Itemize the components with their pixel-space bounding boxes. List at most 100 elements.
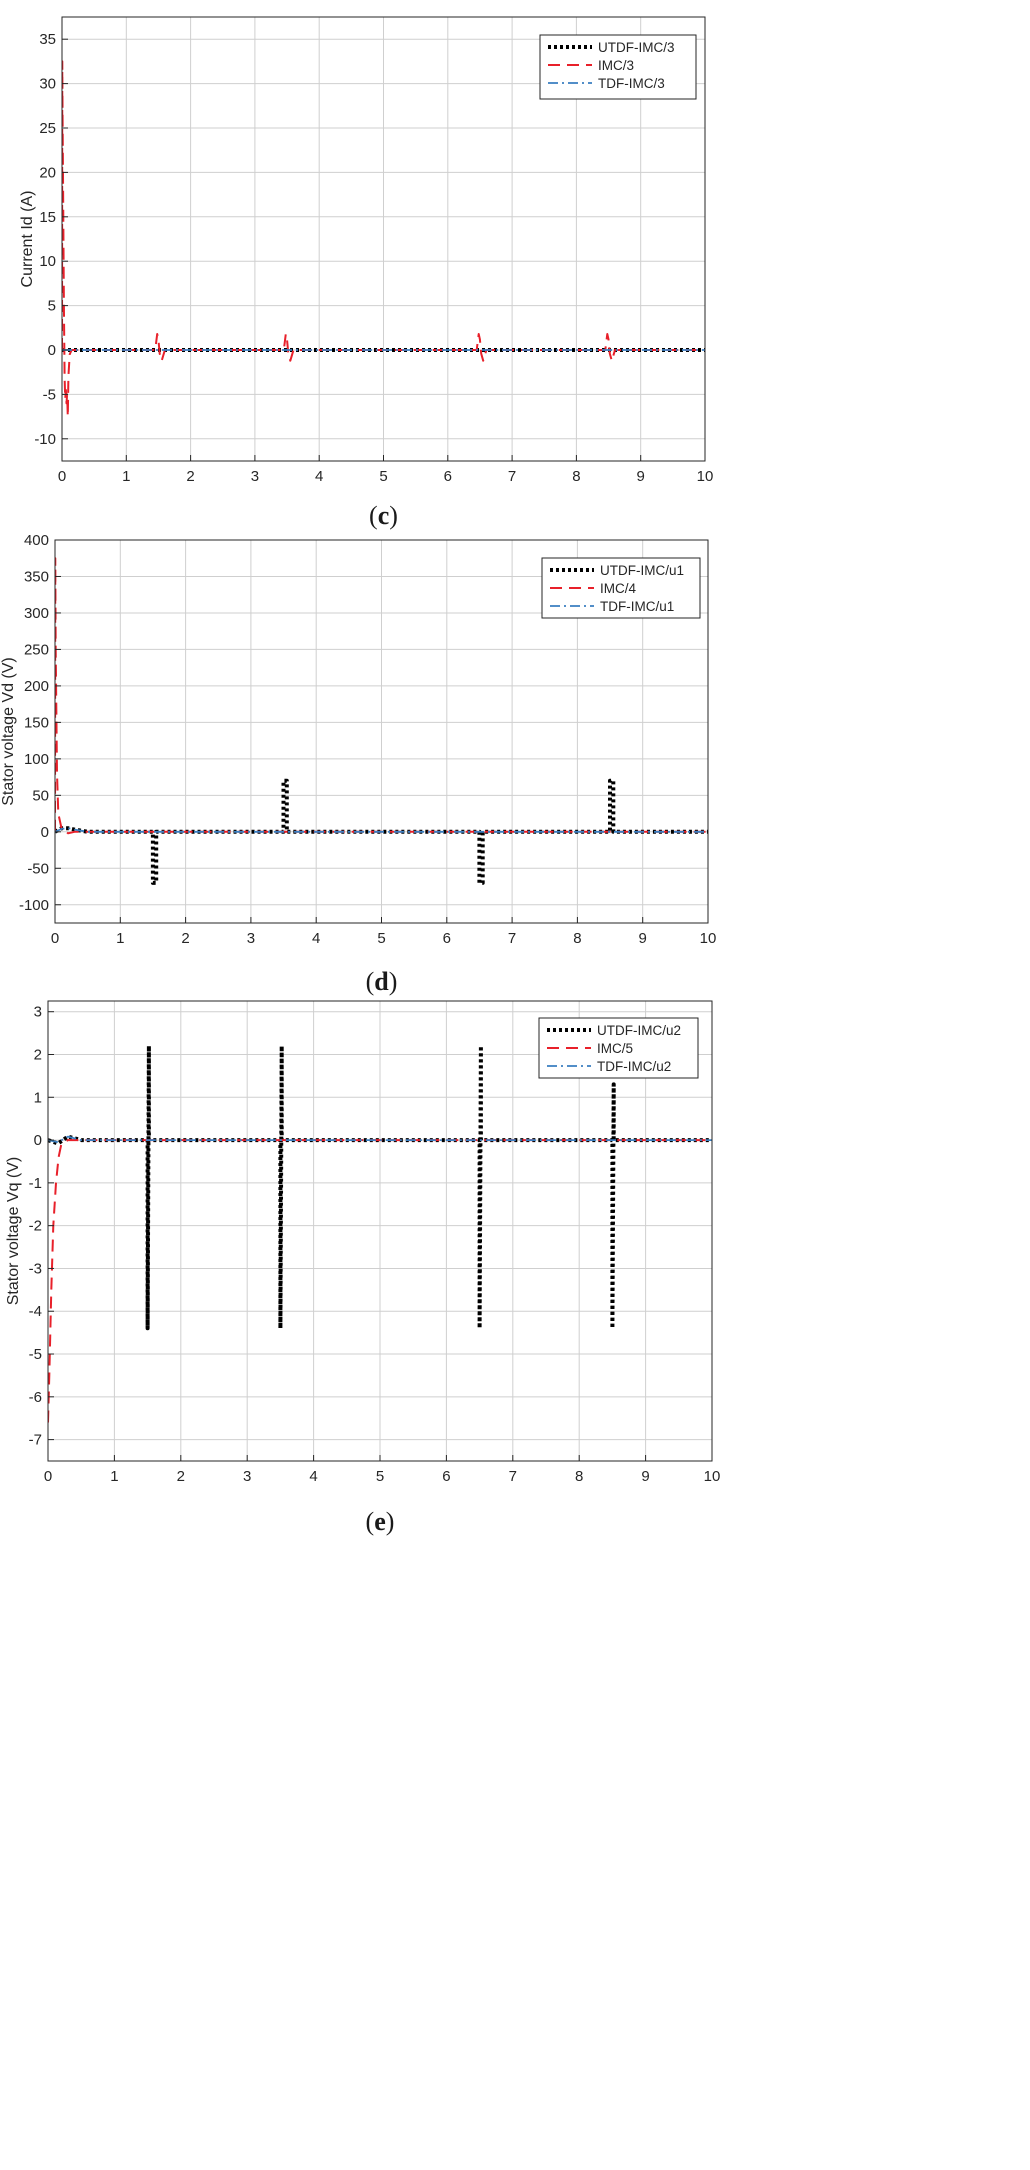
y-tick-label: -100 xyxy=(19,897,49,914)
y-tick-label: 35 xyxy=(39,31,56,48)
x-tick-label: 3 xyxy=(247,930,255,947)
x-tick-label: 4 xyxy=(315,468,323,485)
y-tick-label: 150 xyxy=(24,714,49,731)
y-tick-label: -50 xyxy=(27,860,49,877)
chart-panel-c: 0 1 2 3 4 5 6 7 8 9 10 35 30 25 20 15 10 5 0 -5 -10 Current I… xyxy=(19,16,714,530)
series-group xyxy=(62,60,705,418)
y-tick-label: 0 xyxy=(48,342,56,359)
x-tick-label: 0 xyxy=(58,468,66,485)
y-tick-label: 0 xyxy=(41,824,49,841)
panel-caption: (c) xyxy=(369,501,398,530)
caption-paren-close: ) xyxy=(389,967,398,996)
x-tick-label: 10 xyxy=(697,468,714,485)
series-line-1 xyxy=(55,778,708,885)
x-tick-label: 7 xyxy=(508,468,516,485)
legend-label: UTDF-IMC/u2 xyxy=(597,1023,681,1038)
x-tick-label: 6 xyxy=(444,468,452,485)
y-tick-label: -1 xyxy=(29,1175,42,1192)
y-axis-label: Current Id (A) xyxy=(19,191,36,288)
y-tick-label: 0 xyxy=(34,1132,42,1149)
x-tick-label: 1 xyxy=(110,1468,118,1485)
y-tick-label: -7 xyxy=(29,1432,42,1449)
x-tick-label: 1 xyxy=(116,930,124,947)
panel-caption: (e) xyxy=(366,1507,395,1536)
x-tick-label: 8 xyxy=(572,468,580,485)
x-tick-label: 2 xyxy=(186,468,194,485)
legend: UTDF-IMC/u1 IMC/4 TDF-IMC/u1 xyxy=(541,557,701,619)
caption-letter: d xyxy=(374,967,389,996)
series-group xyxy=(48,1043,712,1423)
x-tick-label: 7 xyxy=(509,1468,517,1485)
legend-label: TDF-IMC/3 xyxy=(598,76,665,91)
series-line-2 xyxy=(48,1139,712,1423)
x-tick-label: 10 xyxy=(700,930,717,947)
y-tick-label: -3 xyxy=(29,1260,42,1277)
y-tick-label: 100 xyxy=(24,751,49,768)
legend-label: IMC/4 xyxy=(600,581,636,596)
panel-caption: (d) xyxy=(366,967,398,996)
x-tick-label: 0 xyxy=(44,1468,52,1485)
x-tick-label: 9 xyxy=(637,468,645,485)
y-tick-label: 20 xyxy=(39,164,56,181)
legend-label: IMC/3 xyxy=(598,58,634,73)
y-tick-label: -5 xyxy=(43,386,56,403)
y-tick-label: -4 xyxy=(29,1303,42,1320)
y-tick-label: 15 xyxy=(39,209,56,226)
y-tick-label: 5 xyxy=(48,298,56,315)
caption-letter: e xyxy=(374,1507,386,1536)
x-tick-label: 5 xyxy=(376,1468,384,1485)
y-tick-label: 3 xyxy=(34,1004,42,1021)
y-tick-label: 300 xyxy=(24,605,49,622)
series-line-3 xyxy=(55,827,708,833)
y-tick-label: -5 xyxy=(29,1346,42,1363)
x-tick-label: 8 xyxy=(575,1468,583,1485)
x-tick-label: 3 xyxy=(251,468,259,485)
y-tick-label: 25 xyxy=(39,120,56,137)
y-tick-label: 1 xyxy=(34,1089,42,1106)
caption-paren-close: ) xyxy=(386,1507,395,1536)
y-tick-label: -2 xyxy=(29,1218,42,1235)
x-tick-label: 6 xyxy=(442,1468,450,1485)
x-tick-label: 5 xyxy=(377,930,385,947)
caption-paren-close: ) xyxy=(389,501,398,530)
y-axis-label: Stator voltage Vd (V) xyxy=(0,657,17,806)
y-axis-label: Stator voltage Vq (V) xyxy=(5,1157,22,1306)
legend: UTDF-IMC/3 IMC/3 TDF-IMC/3 xyxy=(539,34,697,100)
y-tick-label: 400 xyxy=(24,532,49,549)
y-tick-label: 30 xyxy=(39,76,56,93)
y-tick-label: 350 xyxy=(24,568,49,585)
y-tick-label: -10 xyxy=(34,431,56,448)
y-tick-label: 2 xyxy=(34,1046,42,1063)
legend-label: UTDF-IMC/3 xyxy=(598,40,675,55)
caption-paren-open: ( xyxy=(366,967,375,996)
x-tick-label: 2 xyxy=(181,930,189,947)
x-tick-label: 10 xyxy=(704,1468,721,1485)
x-tick-label: 4 xyxy=(309,1468,317,1485)
x-tick-label: 9 xyxy=(641,1468,649,1485)
caption-paren-open: ( xyxy=(369,501,378,530)
caption-paren-open: ( xyxy=(366,1507,375,1536)
chart-panel-d: 0 1 2 3 4 5 6 7 8 9 10 400 350 300 250 200 150 100 50 0 -50 -… xyxy=(0,532,716,996)
legend-label: IMC/5 xyxy=(597,1041,633,1056)
x-tick-label: 4 xyxy=(312,930,320,947)
y-tick-label: -6 xyxy=(29,1389,42,1406)
y-tick-label: 200 xyxy=(24,678,49,695)
y-tick-label: 50 xyxy=(32,787,49,804)
x-tick-label: 6 xyxy=(443,930,451,947)
x-tick-label: 2 xyxy=(177,1468,185,1485)
legend-label: TDF-IMC/u2 xyxy=(597,1059,671,1074)
legend-label: TDF-IMC/u1 xyxy=(600,599,674,614)
x-tick-label: 5 xyxy=(379,468,387,485)
series-line-3 xyxy=(48,1135,712,1144)
x-tick-label: 1 xyxy=(122,468,130,485)
x-tick-label: 8 xyxy=(573,930,581,947)
caption-letter: c xyxy=(378,501,390,530)
series-line-1 xyxy=(48,1043,712,1331)
x-tick-label: 3 xyxy=(243,1468,251,1485)
legend-label: UTDF-IMC/u1 xyxy=(600,563,684,578)
x-tick-label: 7 xyxy=(508,930,516,947)
legend: UTDF-IMC/u2 IMC/5 TDF-IMC/u2 xyxy=(538,1017,699,1079)
x-tick-label: 9 xyxy=(639,930,647,947)
